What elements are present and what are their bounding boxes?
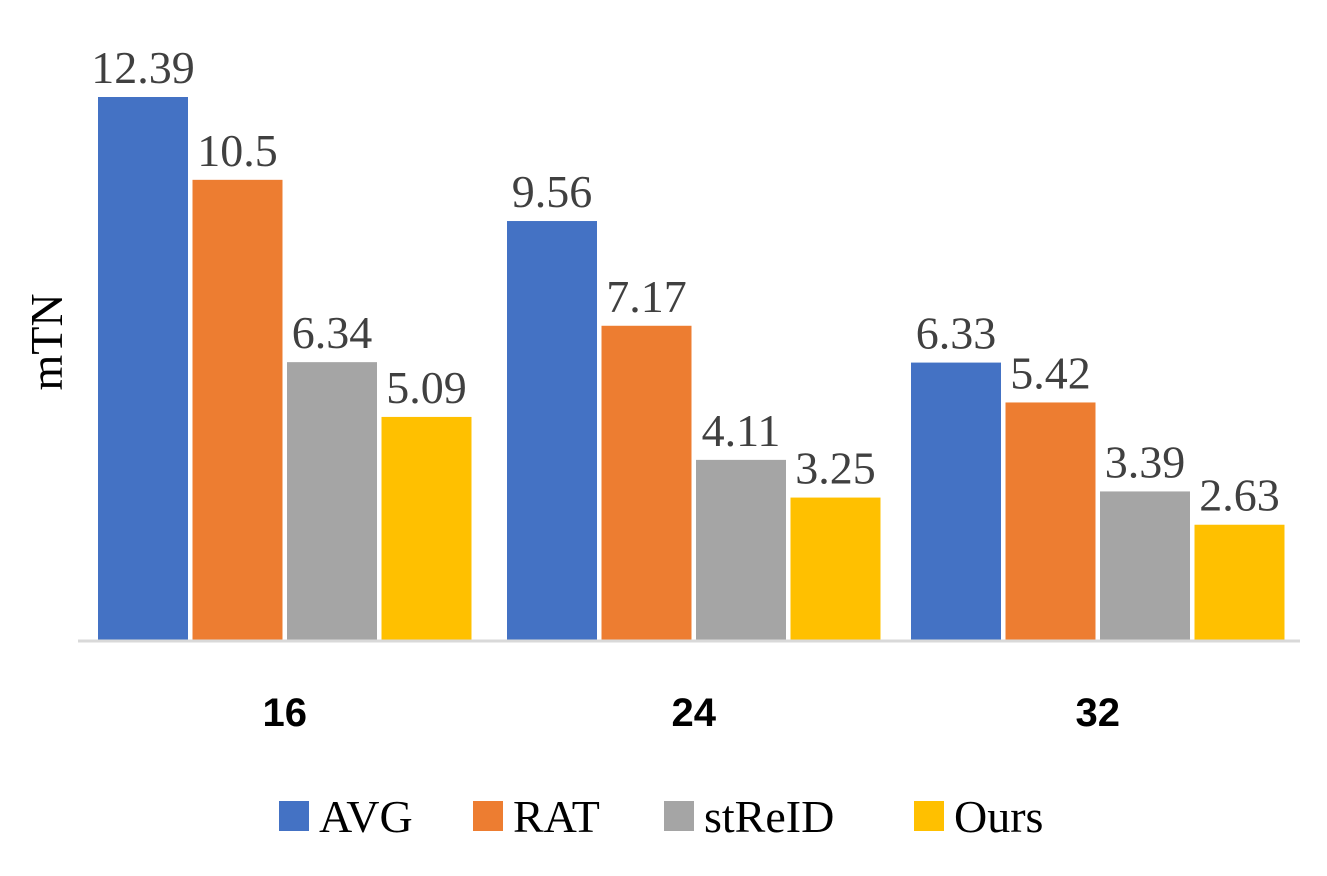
category-labels-group: 16 24 32 (263, 691, 1121, 735)
value-label-rat-24: 7.17 (606, 271, 687, 322)
bar-ours-32 (1194, 524, 1285, 640)
legend-swatch-streid (664, 801, 694, 831)
bar-streid-24 (696, 459, 786, 640)
bar-avg-24 (507, 221, 597, 640)
value-label-ours-24: 3.25 (795, 443, 876, 494)
value-label-ours-32: 2.63 (1199, 470, 1280, 521)
legend-swatch-avg (279, 801, 309, 831)
value-label-avg-32: 6.33 (916, 308, 997, 359)
legend-swatch-rat (473, 801, 503, 831)
legend-label-avg: AVG (319, 791, 413, 842)
category-label-24: 24 (672, 691, 717, 735)
bar-rat-16 (192, 179, 283, 640)
bar-rat-32 (1005, 402, 1096, 640)
bar-rat-24 (601, 325, 692, 640)
legend-label-streid: stReID (704, 791, 834, 842)
value-label-streid-32: 3.39 (1105, 436, 1186, 487)
value-label-rat-16: 10.5 (197, 125, 278, 176)
value-label-streid-16: 6.34 (292, 307, 373, 358)
bars-group (98, 97, 1285, 640)
legend-swatch-ours (914, 801, 944, 831)
y-axis-label: mTN (21, 293, 72, 390)
bar-ours-24 (790, 497, 881, 640)
bar-ours-16 (381, 416, 472, 640)
legend-label-ours: Ours (954, 791, 1043, 842)
legend: AVG RAT stReID Ours (279, 791, 1043, 842)
bar-streid-16 (287, 362, 377, 640)
category-label-16: 16 (263, 691, 308, 735)
value-label-avg-16: 12.39 (91, 42, 195, 93)
value-label-streid-24: 4.11 (702, 405, 781, 456)
value-label-ours-16: 5.09 (386, 362, 467, 413)
category-label-32: 32 (1076, 691, 1121, 735)
value-label-rat-32: 5.42 (1010, 347, 1091, 398)
bar-avg-32 (911, 362, 1001, 640)
bar-streid-32 (1100, 491, 1190, 640)
legend-label-rat: RAT (513, 791, 600, 842)
bar-avg-16 (98, 97, 188, 640)
value-label-avg-24: 9.56 (512, 166, 593, 217)
